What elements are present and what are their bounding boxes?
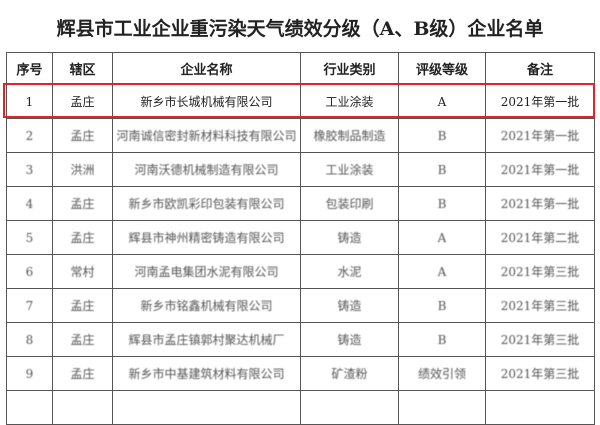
table-cell (112, 390, 301, 425)
table-cell: 3 (6, 152, 53, 187)
table-cell: 2 (6, 118, 53, 153)
column-header: 企业名称 (112, 52, 301, 85)
table-cell: 2021年第一批 (485, 186, 595, 221)
table-cell: 水泥 (300, 254, 399, 289)
table-cell: 新乡市欧凯彩印包装有限公司 (112, 186, 301, 221)
table-cell: 孟庄 (52, 288, 113, 323)
table-cell (398, 390, 486, 425)
table-cell: 9 (6, 356, 53, 391)
table-cell: 绩效引领 (398, 356, 486, 391)
table-cell: B (398, 288, 486, 323)
table-row: 4 孟庄 新乡市欧凯彩印包装有限公司 包装印刷 B 2021年第一批 (6, 186, 595, 221)
column-header: 辖区 (52, 52, 113, 85)
highlight-box (3, 83, 595, 118)
table-cell: 4 (6, 186, 53, 221)
table-cell (6, 390, 53, 425)
table-row: 9 孟庄 新乡市中基建筑材料有限公司 矿渣粉 绩效引领 2021年第三批 (6, 356, 595, 391)
table-cell: 2021年第三批 (485, 322, 595, 357)
table-cell: A (398, 220, 486, 255)
table-cell: 河南沃德机械制造有限公司 (112, 152, 301, 187)
table-cell: 2021年第二批 (485, 220, 595, 255)
table-row: 5 孟庄 辉县市神州精密铸造有限公司 铸造 A 2021年第二批 (6, 220, 595, 255)
column-header: 评级等级 (398, 52, 486, 85)
table-row: 6 常村 河南孟电集团水泥有限公司 水泥 A 2021年第三批 (6, 254, 595, 289)
table-cell: 新乡市中基建筑材料有限公司 (112, 356, 301, 391)
column-header: 备注 (485, 52, 595, 85)
table-cell: B (398, 152, 486, 187)
table-cell: 2021年第一批 (485, 152, 595, 187)
table-row: 2 孟庄 河南诚信密封新材料科技有限公司 橡胶制品制造 B 2021年第一批 (6, 118, 595, 153)
table-cell: 孟庄 (52, 84, 113, 119)
table-cell: 2021年第三批 (485, 288, 595, 323)
table-cell: 孟庄 (52, 356, 113, 391)
table-header: 序号 辖区 企业名称 行业类别 评级等级 备注 (6, 52, 595, 85)
table-row: 3 洪洲 河南沃德机械制造有限公司 工业涂装 B 2021年第一批 (6, 152, 595, 187)
table-cell: 铸造 (300, 322, 399, 357)
table-row: 1 孟庄 新乡市长城机械有限公司 工业涂装 A 2021年第一批 (6, 84, 595, 119)
table-cell: 7 (6, 288, 53, 323)
table-cell: 工业涂装 (300, 84, 399, 119)
table-cell: 辉县市神州精密铸造有限公司 (112, 220, 301, 255)
table-row: 7 孟庄 新乡市铭鑫机械有限公司 铸造 B 2021年第三批 (6, 288, 595, 323)
table-cell: 洪洲 (52, 152, 113, 187)
table-cell: 辉县市孟庄镇郭村聚达机械厂 (112, 322, 301, 357)
table-cell (52, 390, 113, 425)
table-cell: 6 (6, 254, 53, 289)
table-cell: 包装印刷 (300, 186, 399, 221)
table-row: 8 孟庄 辉县市孟庄镇郭村聚达机械厂 铸造 B 2021年第三批 (6, 322, 595, 357)
table-cell: 铸造 (300, 220, 399, 255)
page-title: 辉县市工业企业重污染天气绩效分级（A、B级）企业名单 (56, 18, 544, 40)
table-cell: 橡胶制品制造 (300, 118, 399, 153)
table-cell: 工业涂装 (300, 152, 399, 187)
table-cell (485, 390, 595, 425)
table-cell: A (398, 254, 486, 289)
table-cell: 2021年第三批 (485, 356, 595, 391)
table-cell: 河南诚信密封新材料科技有限公司 (112, 118, 301, 153)
table-cell: 铸造 (300, 288, 399, 323)
table-cell: 矿渣粉 (300, 356, 399, 391)
table-cell: B (398, 186, 486, 221)
enterprise-table: 序号 辖区 企业名称 行业类别 评级等级 备注 1 孟庄 新乡市长城机械有限公司 工业涂装 A 20… (6, 52, 595, 425)
table-cell: 孟庄 (52, 186, 113, 221)
table-cell: 2021年第一批 (485, 118, 595, 153)
table-cell: 新乡市铭鑫机械有限公司 (112, 288, 301, 323)
table-cell: 孟庄 (52, 118, 113, 153)
table-cell: 河南孟电集团水泥有限公司 (112, 254, 301, 289)
table-cell: 8 (6, 322, 53, 357)
table-cell: 孟庄 (52, 220, 113, 255)
column-header: 行业类别 (300, 52, 399, 85)
table-row-partial (6, 390, 595, 425)
table-cell: 5 (6, 220, 53, 255)
table-cell: 孟庄 (52, 322, 113, 357)
table-cell (300, 390, 399, 425)
table-cell: 1 (6, 84, 53, 119)
table-cell: B (398, 118, 486, 153)
table-cell: 2021年第三批 (485, 254, 595, 289)
table-cell: B (398, 322, 486, 357)
table-cell: 常村 (52, 254, 113, 289)
column-header: 序号 (6, 52, 53, 85)
